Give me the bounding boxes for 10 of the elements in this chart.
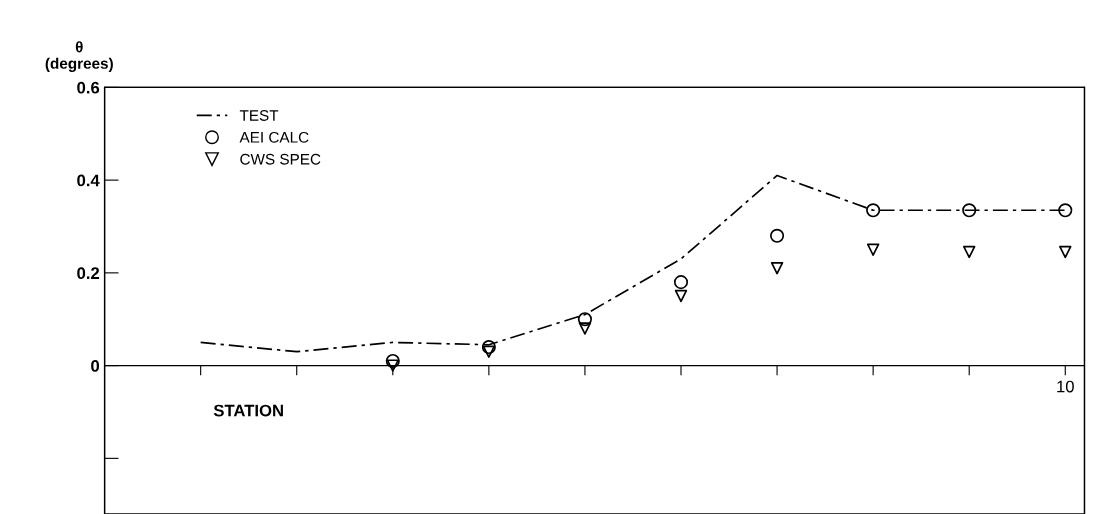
x-axis-title: STATION	[213, 404, 283, 417]
y-tick-label: 0.4	[77, 174, 100, 187]
legend-label: CWS SPEC	[240, 153, 321, 165]
y-axis-title: θ (degrees)	[45, 41, 113, 72]
y-tick-label: 0	[91, 360, 100, 372]
legend-label: AEI CALC	[239, 131, 309, 143]
legend-label: TEST	[239, 110, 279, 121]
y-tick-label: 0.6	[77, 81, 100, 94]
y-tick-label: 0.2	[77, 267, 100, 280]
x-tick-label: 10	[1057, 380, 1074, 393]
